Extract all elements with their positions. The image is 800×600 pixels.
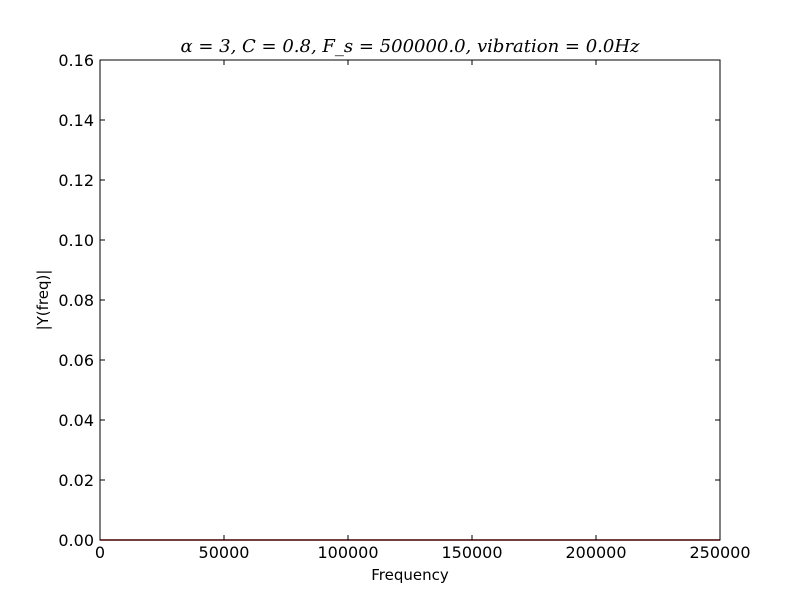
x-tick-label: 200000 — [565, 543, 626, 562]
x-axis-label: Frequency — [371, 566, 449, 584]
y-axis: 0.00 0.02 0.04 0.06 0.08 0.10 0.12 0.14 0.16 — [58, 51, 720, 550]
x-tick-label: 100000 — [317, 543, 378, 562]
y-tick-label: 0.00 — [58, 531, 94, 550]
y-tick-label: 0.04 — [58, 411, 94, 430]
y-tick-label: 0.08 — [58, 291, 94, 310]
y-tick-label: 0.02 — [58, 471, 94, 490]
y-tick-label: 0.10 — [58, 231, 94, 250]
y-axis-label: |Y(freq)| — [34, 270, 52, 331]
y-tick-label: 0.12 — [58, 171, 94, 190]
x-tick-label: 50000 — [199, 543, 250, 562]
x-tick-label: 150000 — [441, 543, 502, 562]
y-tick-label: 0.06 — [58, 351, 94, 370]
x-tick-label: 250000 — [689, 543, 750, 562]
chart-title: α = 3, C = 0.8, F_s = 500000.0, vibratio… — [180, 36, 640, 57]
x-tick-label: 0 — [95, 543, 105, 562]
x-axis: 0 50000 100000 150000 200000 250000 — [95, 60, 751, 562]
y-tick-label: 0.14 — [58, 111, 94, 130]
plot-frame — [99, 59, 721, 541]
y-tick-label: 0.16 — [58, 51, 94, 70]
